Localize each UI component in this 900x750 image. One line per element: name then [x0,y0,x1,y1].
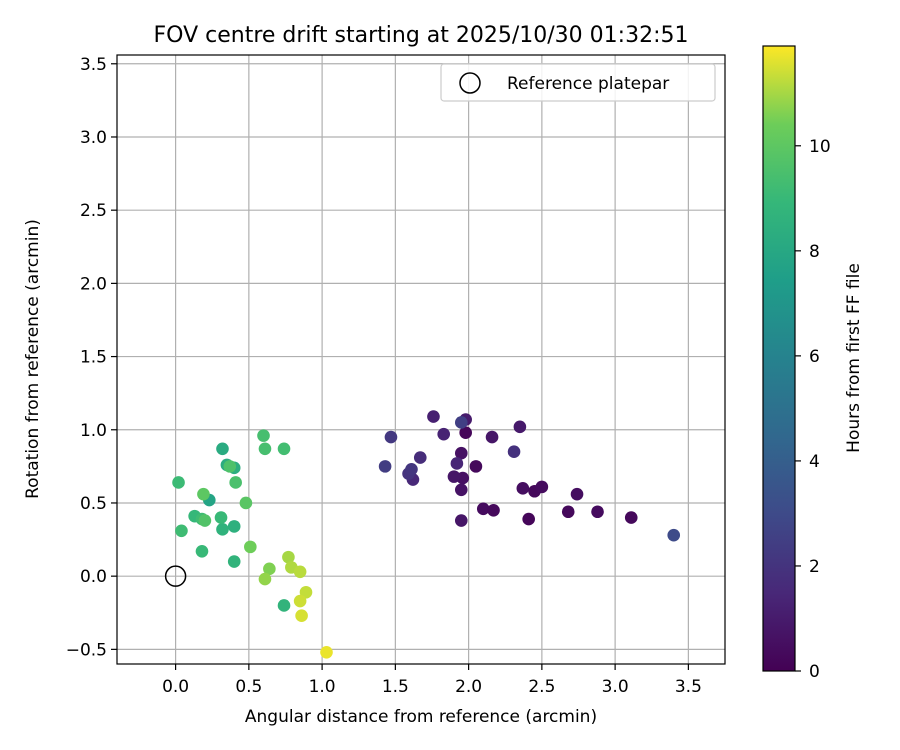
plot-area-frame [116,54,726,665]
scatter-point [476,502,490,516]
points-layer [164,410,681,659]
colorbar-tick-label: 10 [809,137,831,157]
scatter-point [198,514,212,527]
scatter-point [624,511,638,524]
scatter-point [214,511,228,524]
chart-title: FOV centre drift starting at 2025/10/30 … [154,23,689,48]
scatter-point [459,426,472,439]
y-tick-label: 3.0 [80,128,107,148]
x-tick-label: 0.5 [235,677,262,697]
scatter-point [591,505,604,519]
scatter-point [175,524,188,538]
scatter-point [258,572,272,586]
scatter-point [197,487,210,501]
x-tick-label: 0.0 [162,677,189,697]
scatter-point [522,512,535,526]
scatter-point [437,427,451,441]
x-tick-label: 3.0 [602,677,629,697]
scatter-point [454,514,468,527]
scatter-point [223,460,237,473]
scatter-point [263,562,276,576]
scatter-point [293,565,307,579]
scatter-point [485,430,499,444]
scatter-point [216,523,229,536]
y-tick-label: 1.0 [80,421,107,441]
x-tick-label: 1.0 [309,677,336,697]
x-tick-label: 2.5 [528,677,555,697]
reference-point-marker [164,565,187,587]
scatter-point [258,442,272,456]
legend-box [440,63,716,102]
scatter-point [413,451,427,464]
scatter-point [384,430,398,444]
scatter-point [244,540,257,554]
scatter-point [454,446,468,460]
colorbar-tick-label: 4 [809,452,820,472]
y-axis: −0.5 0.0 0.5 1.0 1.5 2.0 2.5 3.0 3.5 [66,55,117,660]
colorbar-tick-label: 2 [809,557,820,577]
scatter-point [282,550,295,564]
colorbar-tick-label: 0 [809,662,820,682]
scatter-point [561,505,575,519]
scatter-point [454,483,468,497]
legend-label: Reference platepar [507,74,669,94]
scatter-point [507,445,521,459]
scatter-point [227,520,241,533]
scatter-point [469,460,483,473]
legend: Reference platepar [440,63,716,102]
colorbar: 0 2 4 6 8 10 Hours from first FF file [762,45,864,682]
scatter-point [513,420,527,434]
legend-marker-reference [459,72,481,94]
y-tick-label: 0.5 [80,494,107,514]
scatter-point [405,462,418,476]
scatter-point [378,460,392,473]
scatter-point [293,594,307,608]
scatter-point [277,442,291,456]
scatter-point [257,429,270,442]
y-tick-label: 3.5 [80,55,107,75]
scatter-point [216,442,229,456]
x-axis: 0.0 0.5 1.0 1.5 2.0 2.5 3.0 3.5 [162,664,702,697]
y-tick-label: 2.0 [80,274,107,294]
scatter-point [227,555,241,568]
colorbar-gradient [762,45,796,672]
scatter-point [454,416,468,429]
scatter-point [295,609,308,622]
scatter-point [516,482,530,495]
y-axis-label: Rotation from reference (arcmin) [23,219,43,499]
scatter-point [229,476,242,489]
y-tick-label: 2.5 [80,201,107,221]
scatter-point [667,528,681,542]
x-tick-label: 2.0 [455,677,482,697]
scatter-point [450,457,464,470]
colorbar-tick-label: 6 [809,347,820,367]
scatter-point [172,476,185,489]
scatter-point [320,645,333,659]
x-tick-label: 3.5 [675,677,702,697]
scatter-point [195,544,209,558]
scatter-point [487,503,500,517]
colorbar-ticks: 0 2 4 6 8 10 [795,137,831,682]
scatter-point [277,599,291,612]
scatter-point [427,410,440,423]
y-tick-label: 0.0 [80,567,107,587]
colorbar-tick-label: 8 [809,242,820,262]
y-tick-label: 1.5 [80,348,107,368]
x-tick-label: 1.5 [382,677,409,697]
scatter-point [447,470,461,483]
y-tick-label: −0.5 [66,640,107,660]
x-axis-label: Angular distance from reference (arcmin) [245,707,597,727]
scatter-point [570,487,584,501]
colorbar-label: Hours from first FF file [844,263,864,453]
scatter-point [535,480,549,494]
scatter-point [239,496,253,510]
grid-lines [117,55,725,664]
